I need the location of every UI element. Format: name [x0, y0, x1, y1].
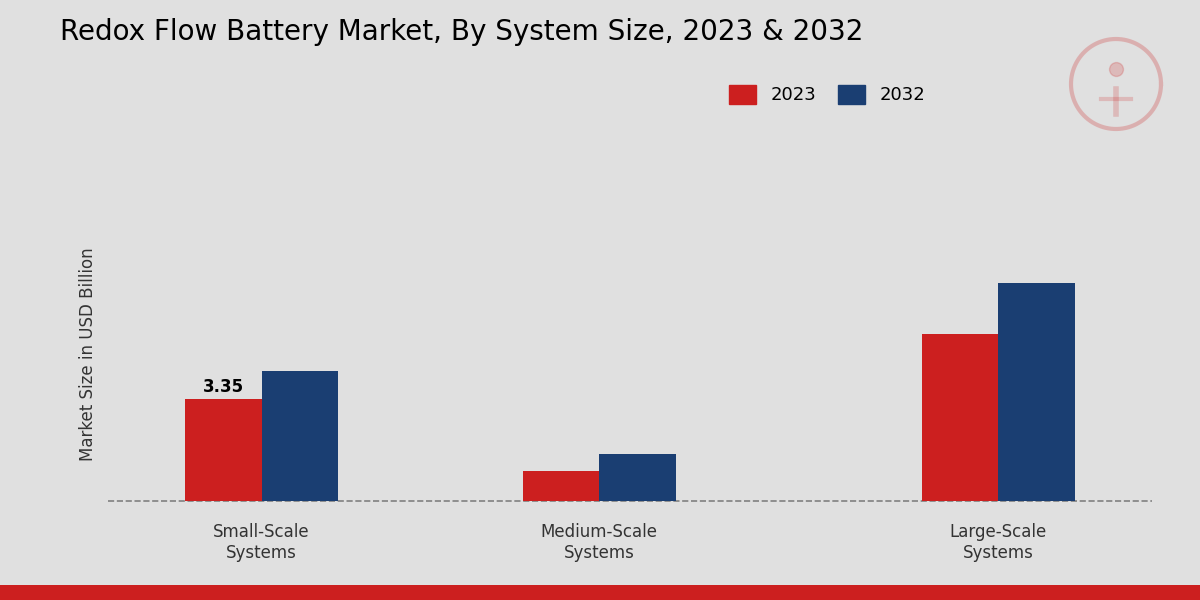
Y-axis label: Market Size in USD Billion: Market Size in USD Billion	[79, 247, 97, 461]
Bar	[262, 371, 338, 501]
Bar	[998, 283, 1075, 501]
Bar	[922, 334, 998, 501]
Text: 3.35: 3.35	[203, 378, 244, 396]
Bar	[185, 400, 262, 501]
Bar	[599, 454, 676, 501]
Bar	[522, 470, 599, 501]
Legend: 2023, 2032: 2023, 2032	[720, 76, 934, 113]
Text: Redox Flow Battery Market, By System Size, 2023 & 2032: Redox Flow Battery Market, By System Siz…	[60, 18, 863, 46]
